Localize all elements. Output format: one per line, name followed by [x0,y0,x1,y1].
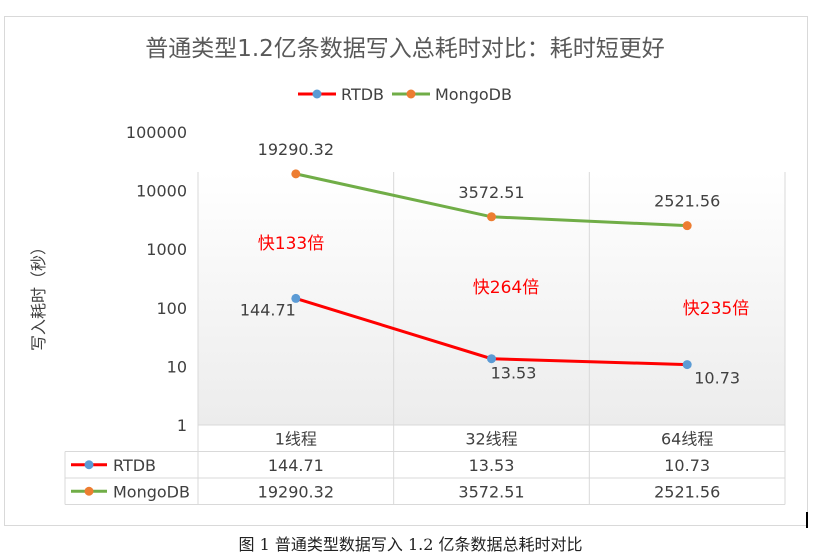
y-tick-label: 10000 [136,182,187,201]
x-category-label: 1线程 [275,429,317,448]
figure-caption: 图 1 普通类型数据写入 1.2 亿条数据总耗时对比 [238,535,583,554]
y-axis-label: 写入耗时（秒） [29,239,48,351]
data-point-mongodb [682,221,692,231]
table-legend-marker [84,460,94,470]
x-category-label: 32线程 [465,429,517,448]
table-cell-value: 10.73 [664,456,710,475]
gridlines [197,172,786,425]
table-cell-value: 13.53 [469,456,515,475]
data-point-rtdb [682,360,692,370]
data-labels: 144.71 13.53 10.73 19290.32 3572.51 2521.56 [240,140,740,388]
y-tick-label: 1 [177,416,187,435]
y-tick-labels: 1 10 100 1000 10000 100000 [126,123,187,435]
table-cell-value: 19290.32 [258,482,334,501]
data-point-mongodb [487,212,496,222]
legend-marker [312,89,322,99]
y-tick-label: 100 [156,299,187,318]
speedup-annotation: 快133倍 [258,234,324,254]
legend-marker [406,89,416,99]
data-label-rtdb: 10.73 [694,369,740,388]
data-label-mongodb: 19290.32 [258,140,334,159]
data-table: 1线程 32线程 64线程 RTDB 144.71 13.53 10.73 MongoDB 19… [64,424,786,505]
series-markers [291,169,692,370]
table-cell-value: 144.71 [268,456,324,475]
speedup-annotation: 快235倍 [683,299,749,319]
text-cursor [806,512,808,528]
data-point-mongodb [291,169,301,179]
data-label-rtdb: 13.53 [491,364,537,383]
speedup-annotation: 快264倍 [473,278,539,298]
table-cell-value: 3572.51 [458,482,524,501]
data-point-rtdb [487,354,496,364]
table-cell-value: 2521.56 [654,482,720,501]
y-tick-label: 1000 [146,240,187,259]
data-label-mongodb: 3572.51 [458,183,524,202]
legend: RTDB MongoDB [298,85,512,104]
chart-title: 普通类型1.2亿条数据写入总耗时对比：耗时短更好 [145,36,665,62]
x-category-label: 64线程 [661,429,713,448]
data-point-rtdb [291,293,301,303]
data-label-mongodb: 2521.56 [654,192,720,211]
y-tick-label: 100000 [126,123,187,142]
legend-label: MongoDB [435,85,512,104]
y-tick-label: 10 [167,357,187,376]
table-legend-marker [84,486,94,496]
table-series-name: RTDB [113,456,156,475]
table-series-name: MongoDB [113,482,190,501]
legend-label: RTDB [341,85,384,104]
data-label-rtdb: 144.71 [240,300,296,319]
